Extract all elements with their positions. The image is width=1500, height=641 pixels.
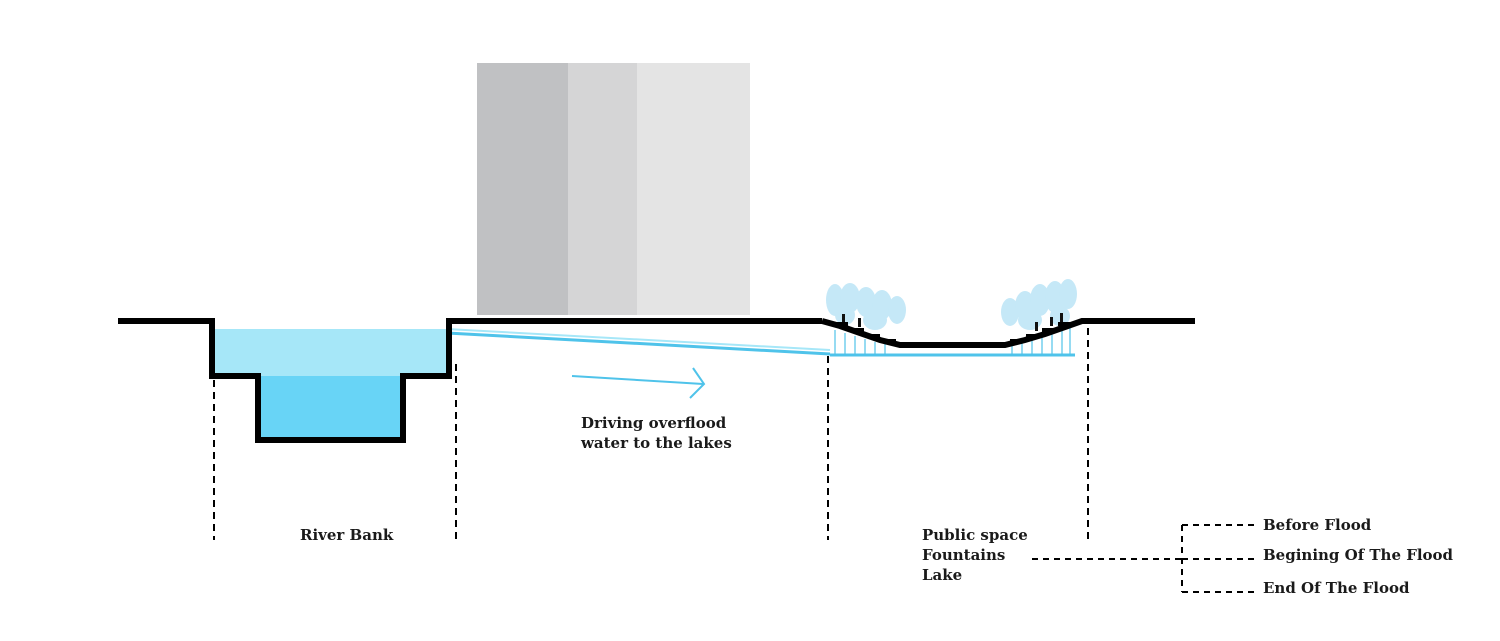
label-overflood-line2: water to the lakes [581,434,732,452]
label-overflood: Driving overflood water to the lakes [581,413,732,453]
river-water-deep [258,376,403,440]
label-river-bank: River Bank [300,526,394,544]
flow-arrow [571,367,706,399]
label-lake-zone: Public space Fountains Lake [922,525,1028,585]
overflow-channel-line-upper [446,328,831,351]
zone-dividers [213,328,1089,540]
legend-bracket [1032,524,1256,593]
building-dark-block [477,63,568,315]
building-mid-block [568,63,637,315]
label-overflood-line1: Driving overflood [581,414,727,432]
ground-left-bank [118,318,822,443]
legend-end-flood: End Of The Flood [1263,579,1410,597]
label-public-space: Public space [922,526,1028,544]
people-figures [842,313,1063,331]
legend-before-flood: Before Flood [1263,516,1372,534]
building-light-block [637,63,750,315]
lake-terraces [836,322,1070,343]
river-water [214,329,447,440]
fountain-spray-right [1001,279,1077,330]
label-fountains: Fountains [922,546,1006,564]
label-lake: Lake [922,566,963,584]
overflow-channel-line [446,331,831,356]
building [477,63,750,315]
lake-fountain-jets [834,326,1071,355]
legend-beginning-flood: Begining Of The Flood [1263,546,1454,564]
